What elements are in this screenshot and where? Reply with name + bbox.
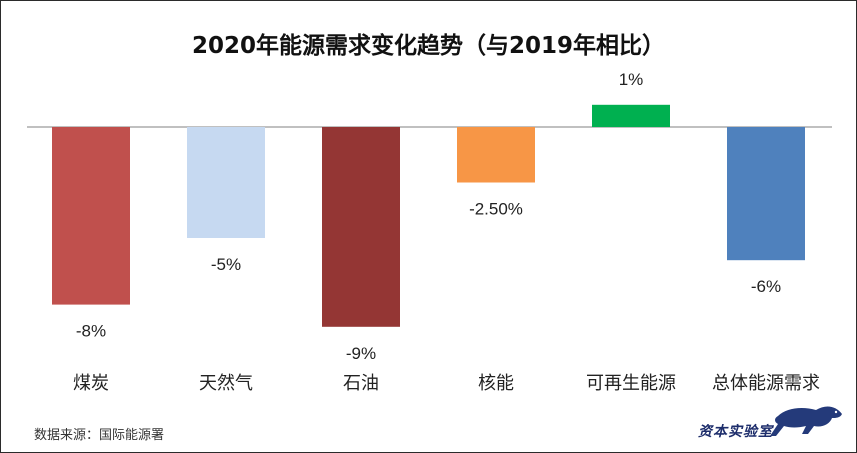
- category-label-3: 核能: [478, 373, 514, 394]
- bar-0: [52, 127, 130, 305]
- bar-5: [727, 127, 805, 261]
- chart-title: 2020年能源需求变化趋势（与2019年相比）: [191, 33, 666, 59]
- bar-value-label-3: -2.50%: [469, 200, 523, 219]
- category-label-1: 天然气: [199, 373, 253, 394]
- bar-3: [457, 127, 535, 183]
- bar-value-label-2: -9%: [346, 344, 376, 363]
- category-label-4: 可再生能源: [586, 373, 676, 394]
- bar-2: [322, 127, 400, 327]
- bar-4: [592, 104, 670, 127]
- logo-text: 资本实验室: [698, 424, 773, 440]
- bar-value-label-1: -5%: [211, 255, 241, 274]
- leopard-icon: [770, 406, 842, 436]
- bar-value-label-4: 1%: [619, 70, 644, 89]
- category-label-0: 煤炭: [73, 373, 109, 394]
- bar-value-label-5: -6%: [751, 277, 781, 296]
- category-label-5: 总体能源需求: [712, 373, 820, 394]
- bar-value-label-0: -8%: [76, 322, 106, 341]
- category-label-2: 石油: [343, 373, 379, 394]
- bar-1: [187, 127, 265, 238]
- data-source-note: 数据来源：国际能源署: [34, 428, 165, 443]
